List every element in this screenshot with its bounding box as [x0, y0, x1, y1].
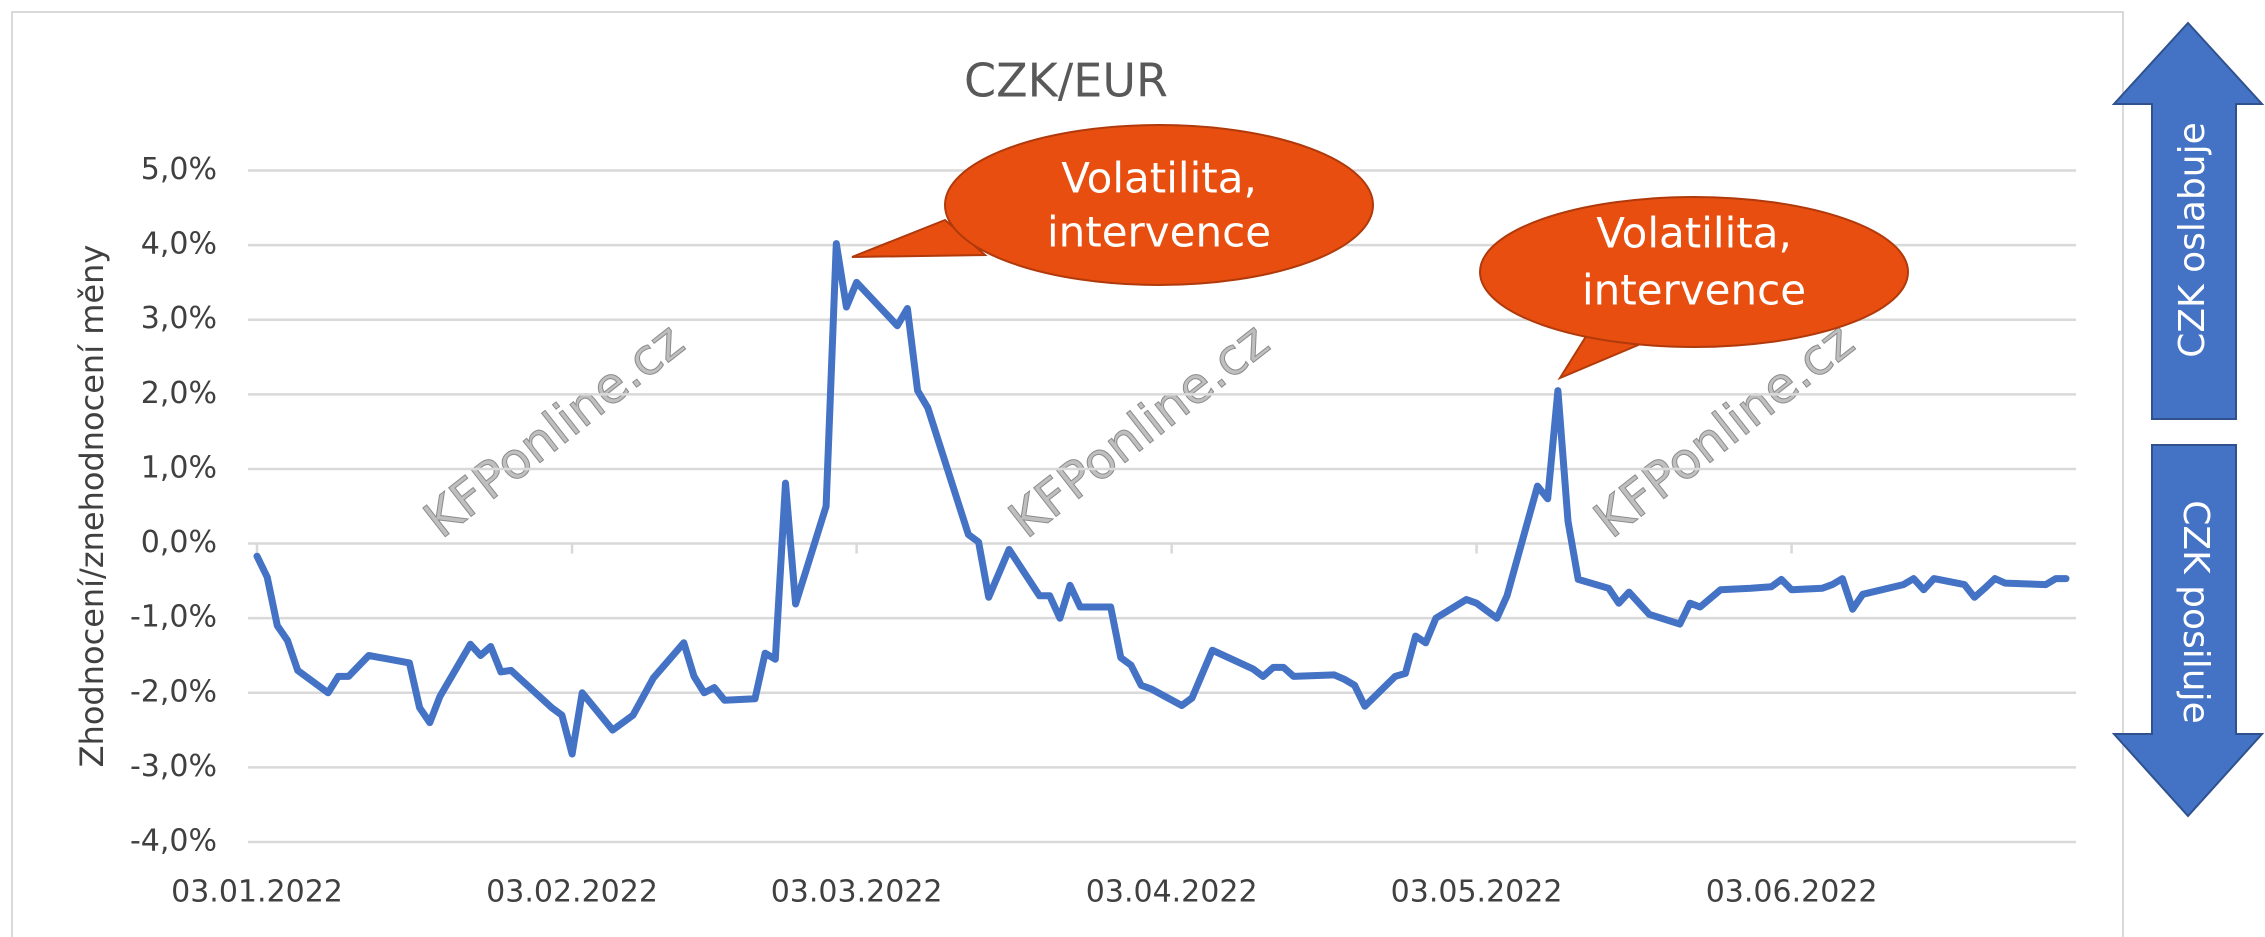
callout-text: intervence: [1047, 208, 1271, 257]
callout: Volatilita, intervence: [851, 124, 1374, 286]
y-tick-label: 4,0%: [141, 227, 217, 262]
x-tick-label: 03.03.2022: [771, 875, 943, 910]
x-tick-label: 03.02.2022: [486, 875, 658, 910]
y-tick-label: -4,0%: [130, 824, 217, 859]
y-tick-label: 2,0%: [141, 376, 217, 411]
y-tick-label: -3,0%: [130, 749, 217, 784]
arrow-label: CZK posiluje: [2175, 500, 2216, 723]
chart-title: CZK/EUR: [964, 54, 1168, 108]
arrow-down: [2111, 444, 2265, 818]
line-series: [253, 240, 2070, 758]
callout-text: Volatilita,: [1061, 154, 1257, 203]
callout-text: intervence: [1582, 266, 1806, 315]
callout-bubble: [1479, 196, 1909, 348]
y-tick-label: 5,0%: [141, 152, 217, 187]
callout-bubble: [944, 124, 1374, 286]
y-tick-label: 1,0%: [141, 450, 217, 485]
y-axis-title: Zhodnocení/znehodnocení měny: [73, 245, 111, 768]
x-tick-label: 03.01.2022: [171, 875, 343, 910]
x-tick-label: 03.06.2022: [1706, 875, 1878, 910]
arrow-up: [2111, 21, 2265, 420]
plot-area: -4,0% -3,0% -2,0% -1,0% 0,0% 1,0% 2,0% 3,0% 4,0%…: [130, 152, 2076, 910]
arrow-label: CZK oslabuje: [2172, 122, 2213, 358]
y-tick-label: -1,0%: [130, 600, 217, 635]
callout-text: Volatilita,: [1596, 209, 1792, 258]
x-tick-label: 03.05.2022: [1391, 875, 1563, 910]
y-tick-label: 3,0%: [141, 301, 217, 336]
y-tick-label: 0,0%: [141, 525, 217, 560]
x-tick-label: 03.04.2022: [1086, 875, 1258, 910]
y-tick-label: -2,0%: [130, 674, 217, 709]
callout: Volatilita, intervence: [1479, 196, 1909, 381]
